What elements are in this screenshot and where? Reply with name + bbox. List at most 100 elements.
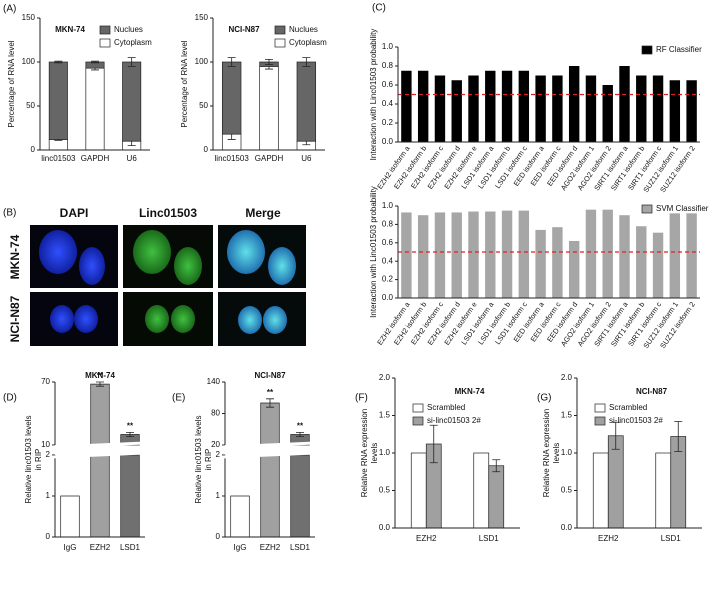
row-label: MKN-74 [8, 234, 22, 279]
y-axis-label: Interaction with Linc01503 probability [369, 186, 378, 318]
nucleus [74, 305, 98, 333]
y-tick-label: 0.0 [561, 523, 573, 532]
bar [120, 434, 140, 538]
y-tick-label: 140 [207, 377, 221, 386]
significance-label: ** [267, 388, 274, 397]
x-tick-label: EZH2 [90, 543, 111, 552]
bar [473, 452, 490, 529]
y-tick-label: 100 [22, 57, 36, 66]
bar [417, 215, 429, 298]
bar [655, 452, 672, 529]
bar [636, 75, 647, 142]
y-axis-label: in RIP [204, 449, 213, 471]
column-label: Merge [245, 206, 281, 220]
panel-label: (B) [3, 208, 16, 219]
bar [652, 232, 664, 298]
error-bar [227, 57, 236, 67]
y-tick-label: 150 [22, 13, 36, 22]
y-tick-label: 0.0 [379, 523, 391, 532]
y-tick-label: 0 [46, 532, 51, 541]
bar [230, 495, 250, 538]
panel-label: (G) [537, 393, 551, 404]
y-tick-label: 1.5 [561, 411, 573, 420]
y-tick-label: 20 [211, 440, 220, 449]
y-tick-label: 70 [41, 377, 50, 386]
bar [434, 212, 446, 298]
error-bar [54, 60, 63, 64]
bar [501, 210, 513, 298]
nucleus [145, 305, 169, 333]
error-bar [127, 57, 136, 67]
bar-segment [85, 67, 105, 151]
nucleus [50, 305, 74, 333]
x-tick-label: EZH2 [416, 534, 437, 543]
bar [90, 383, 110, 538]
bar [535, 229, 546, 298]
legend-label: RF Classifier [656, 45, 702, 54]
bar [501, 70, 513, 142]
y-tick-label: 100 [195, 57, 209, 66]
panel-label: (D) [3, 393, 17, 404]
legend-swatch [412, 403, 424, 413]
y-tick-label: 0.4 [382, 99, 394, 108]
y-tick-label: 0.5 [561, 486, 573, 495]
error-bar [674, 421, 683, 452]
y-tick-label: 2.0 [379, 373, 391, 382]
error-bar [429, 424, 438, 464]
bar [585, 75, 597, 142]
y-tick-label: 50 [199, 101, 208, 110]
y-tick-label: 50 [26, 101, 35, 110]
y-axis-label: Percentage of RNA level [180, 40, 189, 127]
y-tick-label: 0.2 [382, 118, 394, 127]
legend-label: Scrambled [427, 403, 465, 412]
bar [434, 75, 446, 142]
chart-title: NCI-N87 [254, 371, 286, 380]
bar [585, 209, 597, 298]
legend-swatch [99, 38, 111, 48]
bar [468, 75, 479, 142]
x-tick-label: LSD1 [120, 543, 141, 552]
legend-swatch [594, 416, 606, 426]
legend-label: si-linc01503 2# [427, 416, 481, 425]
bar [485, 70, 496, 142]
y-axis-label: levels [552, 443, 561, 463]
nucleus [174, 247, 202, 285]
bar [468, 211, 479, 298]
error-bar [611, 421, 620, 450]
y-tick-label: 1.0 [561, 448, 573, 457]
x-tick-label: U6 [127, 154, 138, 163]
y-tick-label: 0.4 [382, 256, 394, 265]
y-tick-label: 1.0 [379, 448, 391, 457]
y-tick-label: 2.0 [561, 373, 573, 382]
bar [568, 66, 580, 142]
bar [552, 75, 563, 142]
x-tick-label: linc01503 [215, 154, 250, 163]
bar [451, 80, 462, 142]
legend-swatch [99, 25, 111, 35]
bar [652, 75, 664, 142]
axis-break [220, 441, 316, 459]
y-tick-label: 0 [31, 145, 36, 154]
nucleus [171, 305, 195, 333]
x-tick-label: U6 [301, 154, 312, 163]
bar-segment [259, 66, 279, 151]
bar-segment [48, 61, 68, 140]
error-bar [265, 58, 273, 66]
error-bar [492, 459, 501, 473]
bar [260, 402, 280, 538]
error-bar [91, 60, 99, 64]
bar [636, 226, 647, 298]
panel-label: (E) [172, 393, 185, 404]
bar [686, 80, 697, 142]
y-tick-label: 0.6 [382, 80, 394, 89]
bar [619, 66, 630, 142]
chart-title: MKN-74 [55, 25, 85, 34]
panel-label: (C) [372, 3, 386, 14]
error-bar [266, 398, 274, 408]
x-tick-label: EZH2 [260, 543, 281, 552]
y-tick-label: 0.0 [382, 293, 394, 302]
error-bar [296, 432, 304, 437]
y-tick-label: 1.0 [382, 42, 394, 51]
y-tick-label: 0.8 [382, 61, 394, 70]
